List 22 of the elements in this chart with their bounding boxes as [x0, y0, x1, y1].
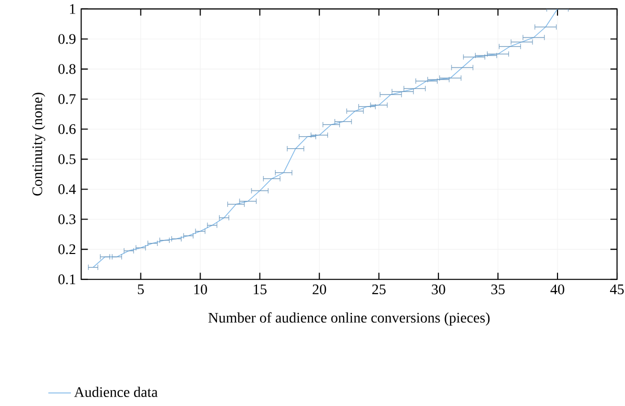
x-tick-label: 20: [312, 284, 326, 295]
x-tick-label: 30: [432, 284, 446, 295]
y-axis-title: Continuity (none): [32, 92, 46, 196]
y-tick-label: 0.6: [58, 124, 76, 134]
y-tick-label: 0.4: [58, 184, 76, 194]
y-tick-label: 0.2: [58, 244, 76, 254]
x-axis-title: Number of audience online conversions (pieces): [208, 312, 490, 326]
y-tick-label: 0.1: [58, 274, 76, 284]
x-tick-label: 25: [372, 284, 386, 294]
y-tick-label: 0.3: [58, 214, 76, 224]
x-tick-label: 15: [254, 284, 267, 294]
y-tick-label: 0.9: [58, 34, 76, 44]
x-tick-label: 35: [491, 284, 505, 294]
y-tick-label: 0.5: [58, 154, 76, 164]
legend-label: Audience data: [74, 386, 158, 398]
x-tick-label: 5: [138, 284, 144, 294]
y-tick-label: 1: [70, 4, 76, 14]
y-tick-label: 0.8: [58, 64, 76, 74]
x-tick-label: 45: [610, 284, 624, 294]
x-tick-label: 10: [194, 284, 208, 295]
x-tick-label: 40: [550, 284, 564, 295]
y-tick-label: 0.7: [58, 94, 76, 104]
